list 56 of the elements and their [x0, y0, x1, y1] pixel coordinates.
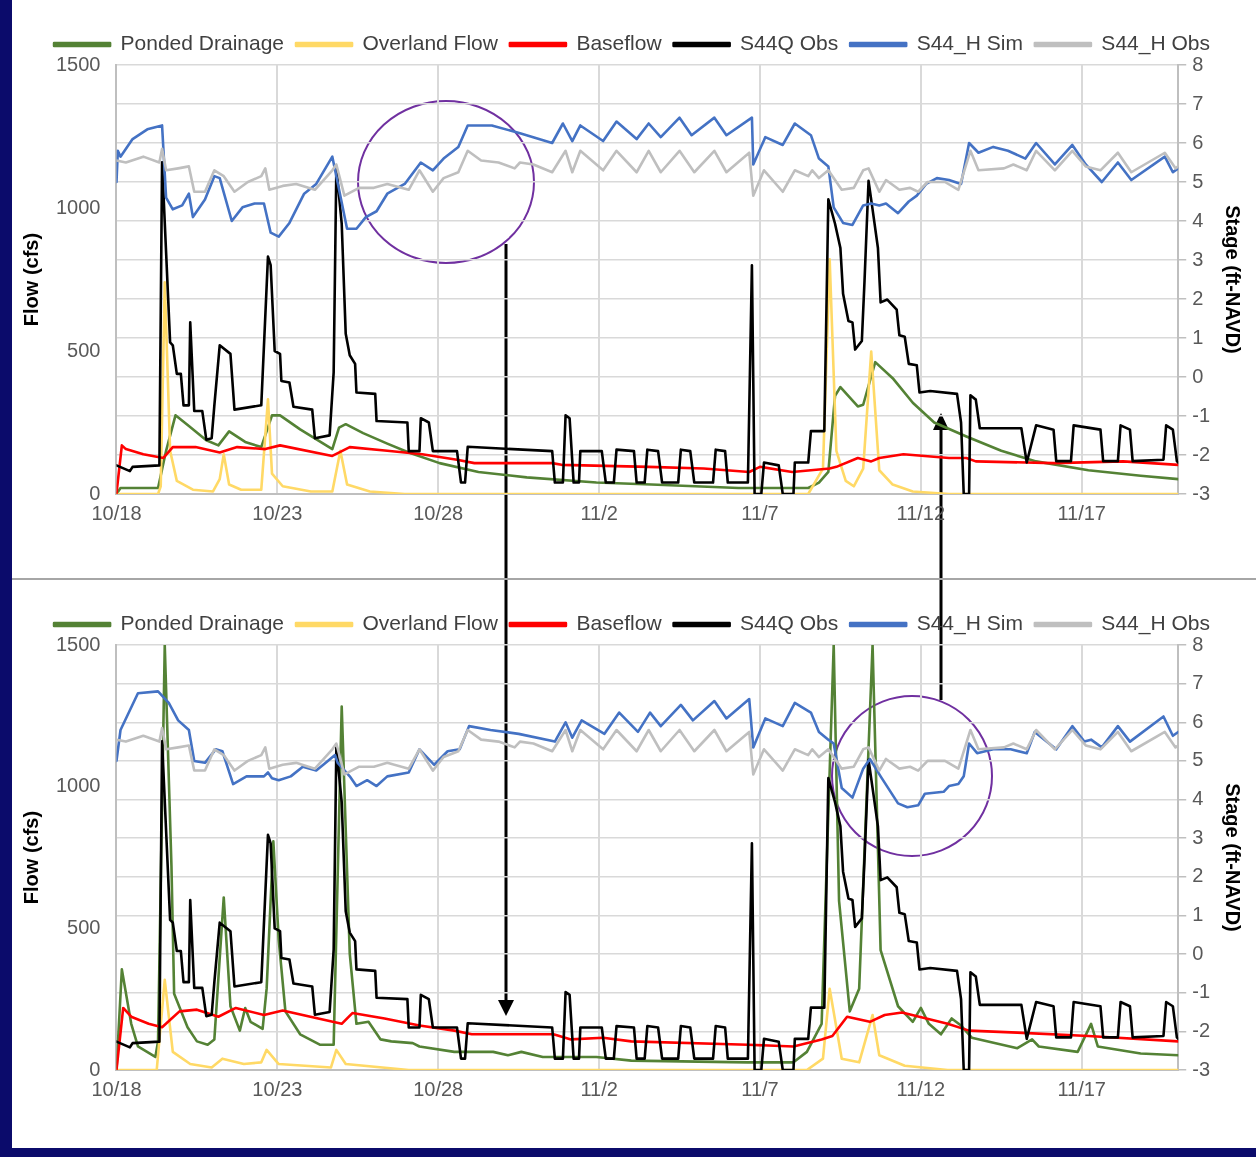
- y-tick-label: 1500: [55, 632, 101, 655]
- x-tick-label: 11/17: [1057, 1077, 1106, 1100]
- y-tick-label: 1000: [55, 774, 101, 797]
- y2-tick-label: 3: [1192, 825, 1204, 848]
- x-tick-label: 11/12: [896, 1077, 946, 1100]
- x-tick-label: 10/18: [91, 1077, 142, 1100]
- y2-tick-label: 4: [1192, 208, 1204, 231]
- y2-tick-label: 2: [1192, 864, 1204, 887]
- y-tick-label: 500: [67, 338, 101, 361]
- x-tick-label: 10/23: [252, 1077, 303, 1100]
- y-axis-title: Flow (cfs): [19, 810, 42, 905]
- y2-tick-label: -2: [1192, 1018, 1211, 1041]
- legend-label: Overland Flow: [362, 31, 499, 55]
- y2-tick-label: 1: [1192, 325, 1204, 348]
- y2-tick-label: 7: [1192, 91, 1204, 114]
- y-tick-label: 0: [89, 1057, 101, 1080]
- legend-label: Overland Flow: [362, 611, 499, 635]
- y2-tick-label: 3: [1192, 247, 1204, 270]
- x-tick-label: 11/7: [741, 1077, 779, 1100]
- y2-tick-label: 5: [1192, 169, 1204, 192]
- y2-tick-label: -3: [1192, 481, 1211, 504]
- x-tick-label: 11/2: [580, 1077, 618, 1100]
- y2-tick-label: 0: [1192, 364, 1204, 387]
- y2-tick-label: -2: [1192, 442, 1211, 465]
- x-tick-label: 11/7: [741, 501, 779, 524]
- x-tick-label: 11/2: [580, 501, 618, 524]
- y2-axis-title: Stage (ft-NAVD): [1222, 783, 1245, 932]
- x-tick-label: 11/17: [1057, 501, 1106, 524]
- x-tick-label: 10/28: [413, 501, 464, 524]
- y2-tick-label: 1: [1192, 902, 1204, 925]
- legend-label: Ponded Drainage: [120, 611, 285, 635]
- legend-label: S44Q Obs: [740, 31, 839, 55]
- y-tick-label: 1000: [55, 195, 101, 218]
- x-tick-label: 10/18: [91, 501, 142, 524]
- x-tick-label: 10/28: [413, 1077, 464, 1100]
- x-tick-label: 10/23: [252, 501, 303, 524]
- legend-label: S44Q Obs: [740, 611, 839, 635]
- legend-label: Baseflow: [576, 31, 663, 55]
- legend-label: S44_H Sim: [916, 31, 1023, 56]
- y2-tick-label: 5: [1192, 748, 1204, 771]
- y-tick-label: 0: [89, 481, 101, 504]
- y2-tick-label: -3: [1192, 1057, 1211, 1080]
- y2-tick-label: -1: [1192, 403, 1211, 426]
- y2-tick-label: 4: [1192, 787, 1204, 810]
- legend-label: Baseflow: [576, 611, 663, 635]
- y-tick-label: 1500: [55, 52, 101, 75]
- y2-tick-label: -1: [1192, 980, 1211, 1003]
- y2-tick-label: 7: [1192, 671, 1204, 694]
- y2-tick-label: 6: [1192, 709, 1204, 732]
- y2-tick-label: 6: [1192, 130, 1204, 153]
- y2-tick-label: 2: [1192, 286, 1204, 309]
- y-axis-title: Flow (cfs): [19, 232, 42, 327]
- y2-axis-title: Stage (ft-NAVD): [1222, 205, 1245, 354]
- legend-label: Ponded Drainage: [120, 31, 285, 55]
- y2-tick-label: 0: [1192, 941, 1204, 964]
- y-tick-label: 500: [67, 915, 101, 938]
